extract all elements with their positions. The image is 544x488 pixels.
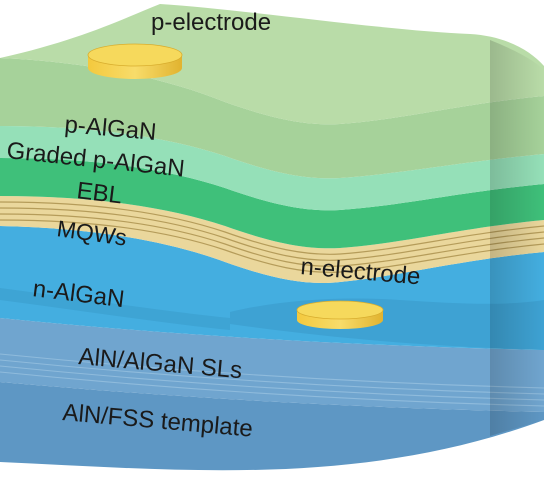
side-shading bbox=[490, 40, 544, 436]
ebl-layer bbox=[0, 158, 544, 249]
n-algan-front-edge bbox=[0, 288, 230, 330]
p-electrode-pad bbox=[87, 43, 183, 79]
graded-p-algan-layer bbox=[0, 126, 544, 211]
label-ebl: EBL bbox=[75, 177, 123, 209]
n-electrode-pad bbox=[296, 300, 384, 329]
label-p-electrode: p-electrode bbox=[151, 9, 271, 36]
sls-lines bbox=[0, 353, 544, 407]
top-surface bbox=[0, 4, 544, 125]
sls-layer bbox=[0, 318, 544, 412]
p-algan-layer bbox=[0, 58, 544, 179]
template-layer bbox=[0, 382, 544, 471]
mqw-lines bbox=[0, 201, 544, 273]
